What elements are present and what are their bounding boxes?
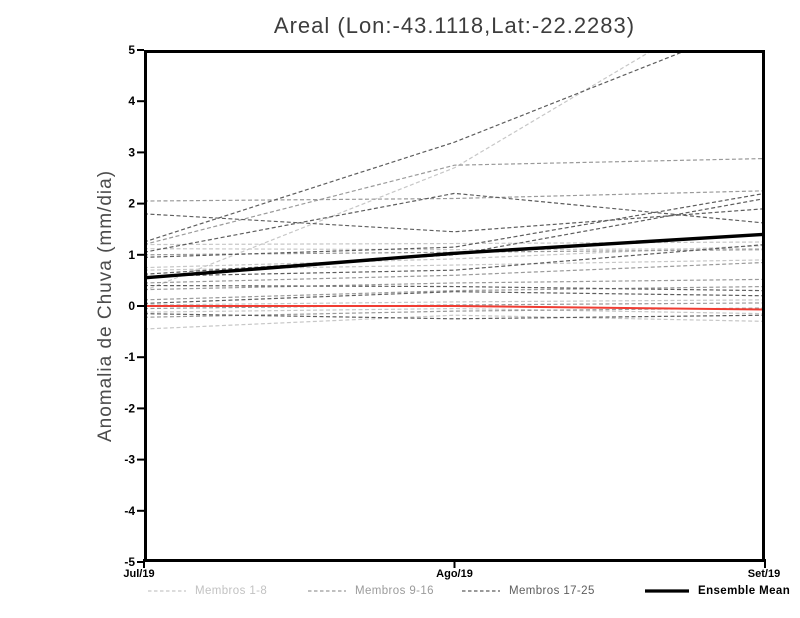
chart-title: Areal (Lon:-43.1118,Lat:-22.2283) [273, 13, 636, 38]
legend-solid-line-sample [645, 589, 689, 593]
y-tick-label: -5 [124, 555, 135, 569]
y-tick-label: -4 [124, 504, 135, 518]
member-line [146, 190, 763, 202]
x-tick-label: Jul/19 [123, 568, 154, 580]
member-line [146, 52, 684, 242]
member-line [146, 285, 763, 301]
member-line [146, 241, 763, 246]
member-line [146, 157, 763, 245]
x-tick-label: Ago/19 [436, 568, 473, 580]
member-line [146, 198, 763, 275]
legend-item: Membros 17-25 [462, 583, 595, 599]
legend-dashed-line-sample [148, 590, 186, 592]
legend-item: Membros 9-16 [308, 583, 434, 599]
y-tick-label: 1 [128, 248, 135, 262]
legend-label: Membros 1-8 [195, 585, 268, 597]
legend-label: Ensemble Mean [698, 585, 791, 597]
y-tick-label: -1 [124, 350, 135, 364]
member-line [146, 192, 763, 253]
member-line [146, 52, 651, 291]
y-tick-label: -3 [124, 453, 135, 467]
legend: Membros 1-8 Membros 9-16 Membros 17-25 Ense… [0, 583, 800, 601]
y-tick-label: 5 [128, 43, 135, 57]
legend-item: Ensemble Mean [645, 583, 790, 599]
y-tick-label: 4 [128, 94, 135, 108]
legend-item: Membros 1-8 [148, 583, 267, 599]
ensemble-mean-line [146, 232, 763, 280]
legend-label: Membros 17-25 [509, 585, 595, 597]
x-tick-label: Set/19 [748, 568, 780, 580]
legend-dashed-line-sample [462, 590, 500, 592]
y-tick-label: 3 [128, 145, 135, 159]
y-tick-label: -2 [124, 401, 135, 415]
y-tick-label: 0 [128, 299, 135, 313]
zero-reference-line [146, 305, 763, 311]
member-line [146, 313, 763, 320]
legend-dashed-line-sample [308, 590, 346, 592]
member-line [146, 299, 763, 306]
member-line [146, 193, 763, 258]
member-line [146, 314, 763, 330]
legend-label: Membros 9-16 [355, 585, 434, 597]
y-tick-label: 2 [128, 197, 135, 211]
series-lines [146, 52, 763, 330]
